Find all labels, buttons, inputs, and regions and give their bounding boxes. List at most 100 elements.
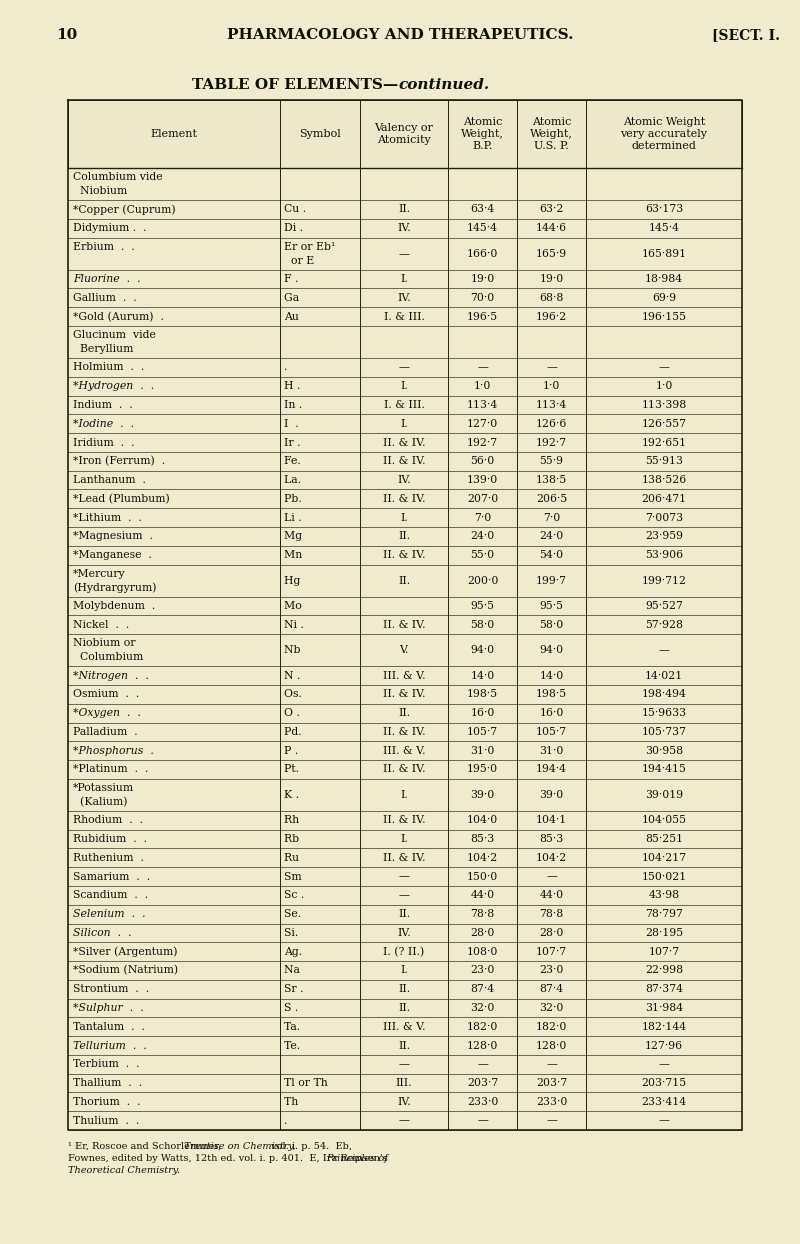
Text: Na: Na [284,965,310,975]
Text: 104·055: 104·055 [642,815,686,825]
Text: 113·398: 113·398 [642,401,686,411]
Text: I. & III.: I. & III. [383,311,425,322]
Text: 1·0: 1·0 [655,381,673,391]
Text: 58·0: 58·0 [470,620,494,629]
Text: 32·0: 32·0 [470,1003,494,1013]
Text: II.: II. [398,708,410,718]
Text: 1·0: 1·0 [543,381,560,391]
Text: 207·0: 207·0 [467,494,498,504]
Text: Se.: Se. [284,909,312,919]
Text: Ru: Ru [284,853,310,863]
Text: *Mercury: *Mercury [73,569,126,578]
Text: —: — [398,1116,410,1126]
Text: Atomic
Weight,
U.S. P.: Atomic Weight, U.S. P. [530,117,573,151]
Text: II. & IV.: II. & IV. [382,853,426,863]
Text: Thorium  .  .: Thorium . . [73,1097,141,1107]
Text: F .: F . [284,274,309,284]
Text: 7·0073: 7·0073 [645,513,683,522]
Text: II. & IV.: II. & IV. [382,689,426,699]
Text: —: — [546,1116,557,1126]
Text: 7·0: 7·0 [543,513,560,522]
Text: *Sodium (Natrium): *Sodium (Natrium) [73,965,178,975]
Text: Iridium  .  .: Iridium . . [73,438,134,448]
Text: 94·0: 94·0 [539,646,563,656]
Text: IV.: IV. [397,475,411,485]
Text: [SECT. I.: [SECT. I. [712,29,780,42]
Text: Thallium  .  .: Thallium . . [73,1079,142,1088]
Text: 85·251: 85·251 [645,833,683,845]
Text: I.: I. [400,513,408,522]
Text: *Lithium  .  .: *Lithium . . [73,513,142,522]
Text: 105·7: 105·7 [536,726,567,736]
Text: 32·0: 32·0 [539,1003,564,1013]
Text: 78·8: 78·8 [470,909,494,919]
Text: II. & IV.: II. & IV. [382,815,426,825]
Text: —: — [658,1116,670,1126]
Text: 78·797: 78·797 [645,909,683,919]
Text: I.: I. [400,965,408,975]
Text: 196·2: 196·2 [536,311,567,322]
Text: 15·9633: 15·9633 [642,708,686,718]
Text: 1·0: 1·0 [474,381,491,391]
Text: 95·5: 95·5 [539,601,563,611]
Text: Atomic Weight
very accurately
determined: Atomic Weight very accurately determined [621,117,707,151]
Text: O .: O . [284,708,310,718]
Text: *Gold (Aurum)  .: *Gold (Aurum) . [73,311,164,322]
Text: 39·0: 39·0 [539,790,564,800]
Text: 14·021: 14·021 [645,671,683,680]
Text: 95·5: 95·5 [470,601,494,611]
Text: Gallium  .  .: Gallium . . [73,292,137,302]
Text: 206·5: 206·5 [536,494,567,504]
Text: Sr .: Sr . [284,984,314,994]
Text: 104·0: 104·0 [467,815,498,825]
Text: 56·0: 56·0 [470,457,494,466]
Text: Pd.: Pd. [284,726,312,736]
Text: *Lead (Plumbum): *Lead (Plumbum) [73,494,170,504]
Text: *Sulphur  .  .: *Sulphur . . [73,1003,144,1013]
Text: Osmium  .  .: Osmium . . [73,689,139,699]
Text: II. & IV.: II. & IV. [382,765,426,775]
Text: ¹ Er, Roscoe and Schorlemmer,: ¹ Er, Roscoe and Schorlemmer, [68,1142,224,1151]
Text: 192·7: 192·7 [536,438,567,448]
Text: 44·0: 44·0 [539,891,563,901]
Text: 16·0: 16·0 [539,708,564,718]
Text: 196·5: 196·5 [467,311,498,322]
Text: Holmium  .  .: Holmium . . [73,362,144,372]
Text: II. & IV.: II. & IV. [382,457,426,466]
Text: 78·8: 78·8 [539,909,564,919]
Text: I  .: I . [284,419,310,429]
Text: Fownes, edited by Watts, 12th ed. vol. i. p. 401.  E, Ira Remsen’s: Fownes, edited by Watts, 12th ed. vol. i… [68,1154,391,1163]
Text: 203·715: 203·715 [642,1079,686,1088]
Text: 44·0: 44·0 [470,891,494,901]
Text: Erbium  .  .: Erbium . . [73,241,134,251]
Text: .: . [284,362,298,372]
Text: 58·0: 58·0 [539,620,564,629]
Text: .: . [284,1116,298,1126]
Text: *Iron (Ferrum)  .: *Iron (Ferrum) . [73,457,165,466]
Text: IV.: IV. [397,292,411,302]
Text: 28·0: 28·0 [539,928,564,938]
Text: *Copper (Cuprum): *Copper (Cuprum) [73,204,176,215]
Text: 203·7: 203·7 [467,1079,498,1088]
Text: Selenium  .  .: Selenium . . [73,909,146,919]
Text: 200·0: 200·0 [467,576,498,586]
Text: Pt.: Pt. [284,765,310,775]
Text: K .: K . [284,790,310,800]
Text: 23·959: 23·959 [645,531,683,541]
Text: 107·7: 107·7 [649,947,679,957]
Text: II. & IV.: II. & IV. [382,726,426,736]
Text: —: — [398,1060,410,1070]
Text: —: — [658,362,670,372]
Text: Samarium  .  .: Samarium . . [73,872,150,882]
Text: 198·494: 198·494 [642,689,686,699]
Text: Valency or
Atomicity: Valency or Atomicity [374,123,434,144]
Text: *Potassium: *Potassium [73,782,134,792]
Text: 126·6: 126·6 [536,419,567,429]
Text: 139·0: 139·0 [467,475,498,485]
Text: Ag.: Ag. [284,947,313,957]
Text: 182·0: 182·0 [536,1021,567,1031]
Text: Tellurium  .  .: Tellurium . . [73,1040,147,1050]
Text: 30·958: 30·958 [645,745,683,755]
Text: *Silver (Argentum): *Silver (Argentum) [73,947,178,957]
Text: II.: II. [398,1040,410,1050]
